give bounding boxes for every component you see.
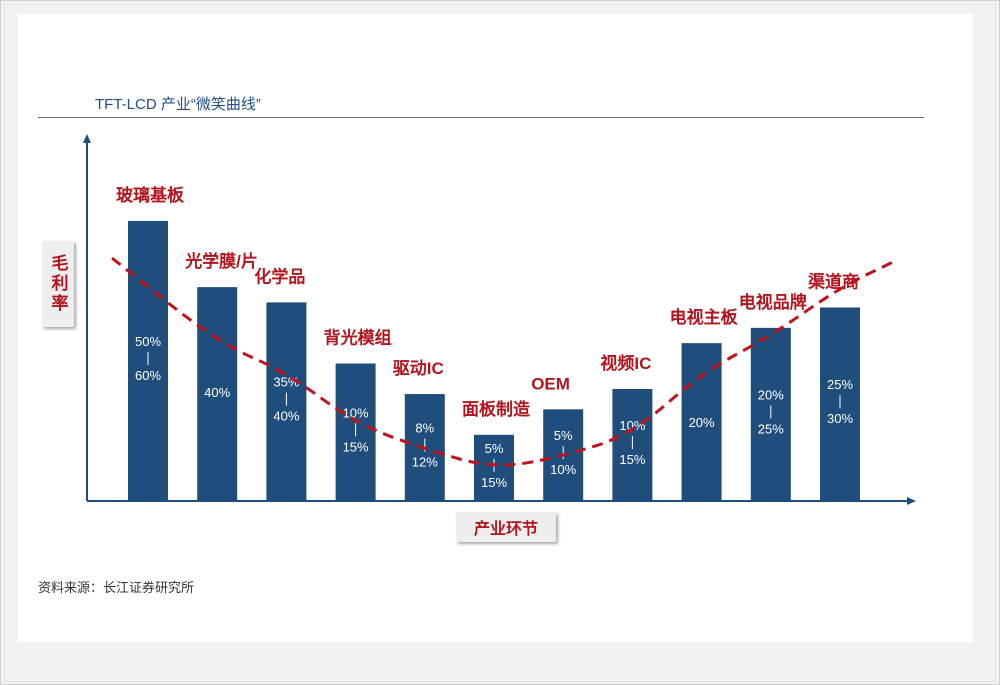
value-label-high: 15% — [619, 452, 645, 467]
category-label: 面板制造 — [462, 399, 531, 419]
value-label: 20% — [689, 415, 715, 430]
category-label: 化学品 — [254, 266, 305, 286]
category-label: 渠道商 — [807, 271, 859, 291]
value-label-low: 5% — [554, 428, 573, 443]
title-rule — [38, 117, 924, 118]
value-label-high: 10% — [550, 462, 576, 477]
bar — [681, 343, 722, 501]
category-label: 玻璃基板 — [116, 185, 185, 205]
value-label-low: 5% — [485, 441, 504, 456]
value-label-low: 25% — [827, 377, 853, 392]
chart-title: TFT-LCD 产业“微笑曲线” — [95, 96, 261, 113]
source-note: 资料来源：长江证券研究所 — [38, 580, 195, 595]
value-label-high: 30% — [827, 411, 853, 426]
category-label: 电视主板 — [670, 307, 739, 327]
value-label-low: 20% — [758, 387, 784, 402]
value-label-low: 10% — [343, 405, 369, 420]
value-label-low: 10% — [619, 418, 645, 433]
y-axis-label: 毛利率 — [42, 241, 74, 327]
value-label-high: 12% — [412, 455, 438, 470]
value-label-high: 15% — [481, 475, 507, 490]
value-label-high: 15% — [343, 439, 369, 454]
value-label-low: 8% — [415, 421, 434, 436]
value-label-high: 25% — [758, 421, 784, 436]
value-label: 40% — [204, 385, 230, 400]
category-label: 视频IC — [600, 353, 651, 373]
value-label-high: 40% — [273, 409, 299, 424]
category-label: 驱动IC — [393, 359, 444, 378]
value-label-high: 60% — [135, 368, 161, 383]
value-label-low: 50% — [135, 334, 161, 349]
bar — [197, 287, 238, 501]
category-label: OEM — [531, 374, 570, 393]
category-label: 背光模组 — [324, 328, 392, 348]
x-axis-label: 产业环节 — [456, 512, 556, 542]
category-label: 电视品牌 — [739, 292, 807, 312]
smile-curve — [111, 256, 894, 467]
category-label: 光学膜/片 — [184, 251, 258, 271]
